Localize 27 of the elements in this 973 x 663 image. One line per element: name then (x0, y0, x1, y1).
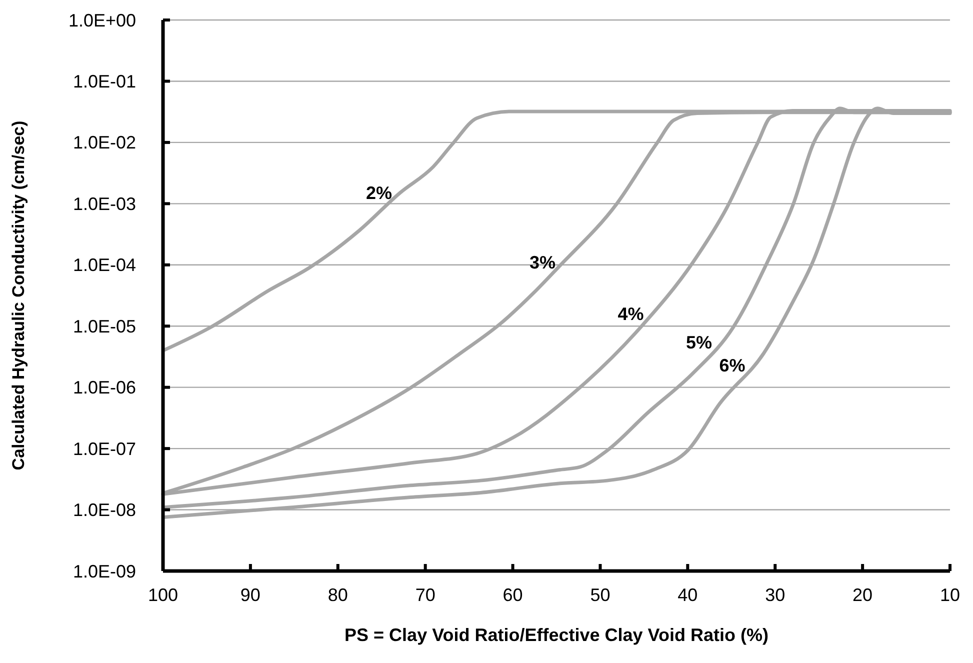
y-tick-label: 1.0E-07 (72, 438, 136, 459)
x-tick-label: 100 (148, 585, 178, 605)
x-tick-label: 40 (678, 585, 698, 605)
annotation: 6% (719, 355, 746, 376)
x-tick-label: 60 (502, 585, 523, 605)
x-tick-label: 50 (590, 585, 610, 605)
y-tick-label: 1.0E-02 (72, 132, 136, 153)
x-tick-label: 70 (415, 585, 436, 605)
y-axis-title: Calculated Hydraulic Conductivity (cm/sec) (9, 120, 28, 470)
annotation: 3% (529, 252, 556, 273)
annotation: 4% (618, 304, 644, 324)
y-tick-label: 1.0E-08 (72, 500, 136, 520)
y-tick-label: 1.0E-06 (72, 378, 136, 398)
x-tick-label: 30 (765, 585, 786, 605)
y-tick-label: 1.0E-04 (72, 255, 136, 276)
x-tick-label: 10 (940, 585, 960, 605)
y-tick-label: 1.0E-05 (72, 316, 136, 336)
x-tick-label: 80 (328, 585, 348, 605)
y-tick-label: 1.0E-09 (72, 561, 136, 582)
x-tick-label: 90 (240, 585, 260, 605)
annotation: 2% (366, 183, 392, 204)
y-tick-label: 1.0E-03 (72, 194, 136, 214)
x-tick-label: 20 (852, 585, 873, 605)
x-axis-title: PS = Clay Void Ratio/Effective Clay Void Ratio (%) (344, 625, 768, 645)
annotation: 5% (686, 332, 712, 352)
y-tick-label: 1.0E+00 (68, 10, 136, 30)
y-tick-label: 1.0E-01 (72, 72, 136, 92)
